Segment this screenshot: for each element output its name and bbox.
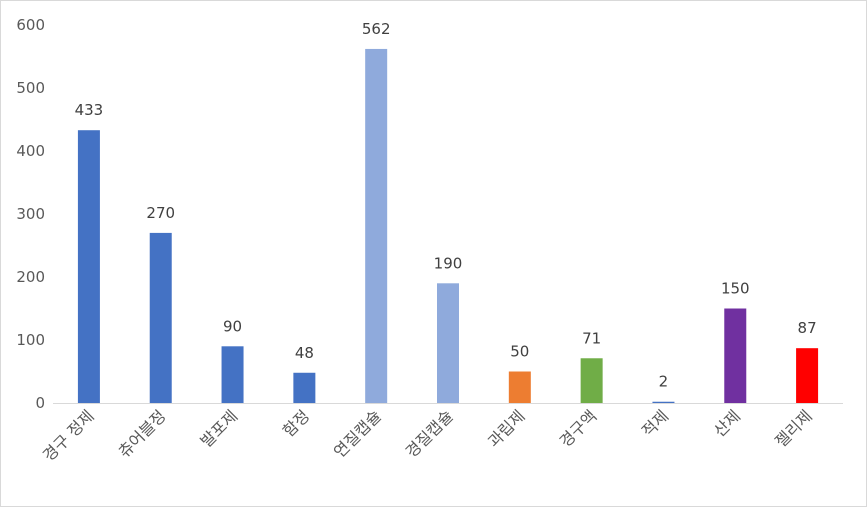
category-label: 츄어블정 xyxy=(114,406,169,461)
data-label: 50 xyxy=(510,343,529,361)
y-tick-label: 600 xyxy=(16,16,45,34)
category-label: 경질캡슐 xyxy=(402,406,457,461)
bar xyxy=(149,232,172,403)
category-labels: 경구 정제 츄어블정 발포제 함정 연질캡슐 경질캡슐 과립제 경구액 적제 산제 젤리제 xyxy=(39,406,816,465)
bar xyxy=(580,358,603,403)
category-label: 경구 정제 xyxy=(39,406,98,465)
data-label: 270 xyxy=(146,204,175,222)
category-label: 함정 xyxy=(279,406,313,440)
y-tick-label: 500 xyxy=(16,79,45,97)
bars xyxy=(77,48,819,403)
bar xyxy=(365,48,388,403)
data-label: 190 xyxy=(434,254,463,272)
bar xyxy=(77,130,100,403)
data-label: 562 xyxy=(362,20,391,38)
y-tick-label: 300 xyxy=(16,205,45,223)
y-tick-label: 0 xyxy=(35,394,45,412)
data-label: 90 xyxy=(223,317,242,335)
y-tick-label: 100 xyxy=(16,331,45,349)
data-labels: 433 270 90 48 562 190 50 71 2 150 87 xyxy=(75,20,817,391)
category-label: 산제 xyxy=(710,406,744,440)
data-label: 87 xyxy=(798,319,817,337)
bar xyxy=(508,371,531,403)
y-tick-label: 400 xyxy=(16,142,45,160)
bar xyxy=(796,348,819,403)
bar xyxy=(293,372,316,403)
category-label: 젤리제 xyxy=(771,406,816,451)
data-label: 433 xyxy=(75,101,104,119)
y-tick-label: 200 xyxy=(16,268,45,286)
data-label: 2 xyxy=(659,373,669,391)
data-label: 150 xyxy=(721,280,750,298)
category-label: 연질캡슐 xyxy=(330,406,385,461)
bar xyxy=(437,283,459,403)
bar xyxy=(221,346,244,403)
category-label: 경구액 xyxy=(556,406,601,451)
data-label: 71 xyxy=(582,329,601,347)
data-label: 48 xyxy=(295,344,314,362)
category-label: 발포제 xyxy=(197,406,242,451)
bar xyxy=(724,308,747,403)
y-axis: 0 100 200 300 400 500 600 xyxy=(16,16,45,412)
category-label: 적제 xyxy=(638,406,672,440)
bar xyxy=(652,401,675,403)
category-label: 과립제 xyxy=(484,406,529,451)
